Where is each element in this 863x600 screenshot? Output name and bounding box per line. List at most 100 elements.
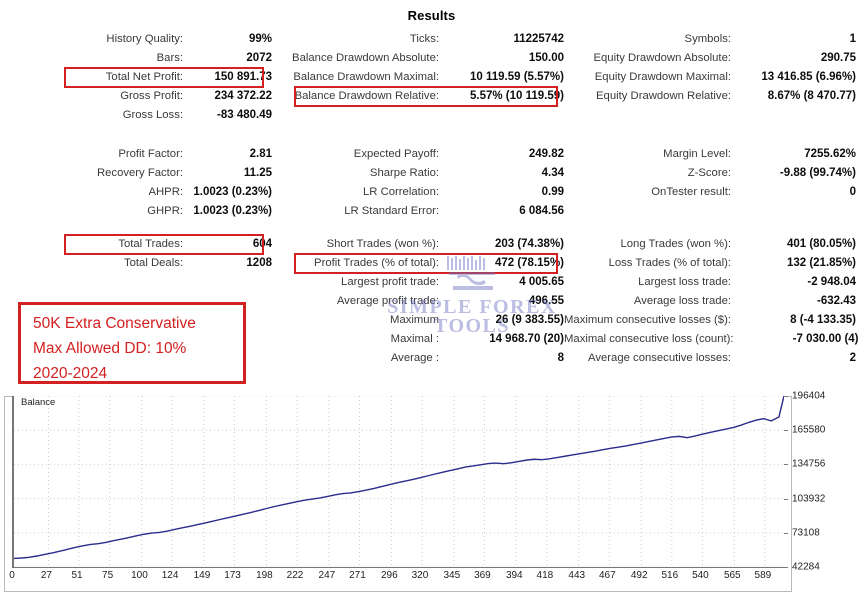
balance-curve <box>14 396 784 567</box>
x-tick-label: 173 <box>224 570 241 581</box>
stat-value: 2.81 <box>249 148 272 160</box>
stat-label: Z-Score: <box>687 167 731 179</box>
stat-row: Ticks: 11225742 <box>272 30 564 49</box>
stat-value: -2 948.04 <box>807 276 856 288</box>
y-tick-label: 73108 <box>792 527 820 539</box>
stat-row: Maximum consecutive losses ($): 8 (-4 133… <box>564 311 856 330</box>
stats-column-2: Ticks: 11225742 Balance Drawdown Absolute:… <box>272 30 564 107</box>
stat-row: Largest profit trade: 4 005.65 <box>272 273 564 292</box>
stat-label: Profit Trades (% of total): <box>314 257 439 269</box>
stats-column-1: Profit Factor: 2.81 Recovery Factor: 11.25 A… <box>0 145 272 221</box>
stat-value: 234 372.22 <box>214 90 272 102</box>
stat-label: Sharpe Ratio: <box>369 167 439 179</box>
stat-row: Gross Loss: -83 480.49 <box>0 106 272 125</box>
y-tick-mark <box>784 498 788 500</box>
x-tick-label: 443 <box>568 570 586 581</box>
stat-row: LR Standard Error: 6 084.56 <box>272 202 564 221</box>
series-line-balance <box>14 396 784 558</box>
x-tick-label: 540 <box>692 570 709 581</box>
stat-value: 249.82 <box>528 148 564 160</box>
stat-value: -83 480.49 <box>217 109 272 121</box>
chart-x-axis: 0 27 51 75 100 124 149 173 198 222 247 271 296 320 345… <box>9 570 784 590</box>
stat-row: AHPR: 1.0023 (0.23%) <box>0 183 272 202</box>
stat-value: 11225742 <box>513 33 564 45</box>
stat-label: LR Standard Error: <box>344 205 439 217</box>
stat-label: Equity Drawdown Relative: <box>596 90 731 102</box>
x-tick-label: 149 <box>193 570 211 581</box>
x-tick-label: 492 <box>630 570 648 581</box>
x-tick-label: 320 <box>411 570 429 581</box>
stat-value: 496.55 <box>528 295 564 307</box>
y-tick-mark <box>784 430 788 432</box>
y-tick-label: 103932 <box>792 493 826 505</box>
stat-row: Symbols: 1 <box>564 30 856 49</box>
x-tick-label: 418 <box>536 570 554 581</box>
x-tick-label: 124 <box>161 570 179 581</box>
stat-value: 11.25 <box>243 167 272 179</box>
stat-row: GHPR: 1.0023 (0.23%) <box>0 202 272 221</box>
stat-value: 2072 <box>246 52 272 64</box>
stat-row: Recovery Factor: 11.25 <box>0 164 272 183</box>
stat-row: LR Correlation: 0.99 <box>272 183 564 202</box>
stat-label: Margin Level: <box>663 148 731 160</box>
x-tick-label: 75 <box>102 570 114 581</box>
x-tick-label: 467 <box>599 570 616 581</box>
stat-label: Profit Factor: <box>118 148 183 160</box>
stat-row: History Quality: 99% <box>0 30 272 49</box>
x-tick-label: 100 <box>131 570 148 581</box>
x-tick-label: 271 <box>349 570 366 581</box>
stat-row: Average profit trade: 496.55 <box>272 292 564 311</box>
stat-label: Equity Drawdown Maximal: <box>594 71 731 83</box>
stat-row: OnTester result: 0 <box>564 183 856 202</box>
stat-label: Total Trades: <box>118 238 183 250</box>
x-tick-label: 0 <box>9 570 15 581</box>
stat-label: Average consecutive losses: <box>588 352 731 364</box>
stat-label: Balance Drawdown Maximal: <box>293 71 439 83</box>
stat-row: Total Trades: 604 <box>0 234 272 255</box>
chart-legend-balance: Balance <box>18 397 59 408</box>
stat-row: Sharpe Ratio: 4.34 <box>272 164 564 183</box>
stat-value: -632.43 <box>816 295 856 307</box>
annotation-line-1: 50K Extra Conservative <box>33 315 196 332</box>
y-tick-label: 165580 <box>792 424 826 436</box>
stat-value: 8 (-4 133.35) <box>790 314 856 326</box>
stat-row: Equity Drawdown Maximal: 13 416.85 (6.96%… <box>564 68 856 87</box>
x-tick-label: 51 <box>71 570 83 581</box>
stats-column-1: Total Trades: 604 Total Deals: 1208 <box>0 234 272 273</box>
stats-column-2: Expected Payoff: 249.82 Sharpe Ratio: 4.34 L… <box>272 145 564 221</box>
stat-row: Total Net Profit: 150 891.73 <box>0 67 272 88</box>
stat-value: 7255.62% <box>804 148 856 160</box>
stat-label: Maximum consecutive losses ($): <box>564 314 731 326</box>
stat-row: Average loss trade: -632.43 <box>564 292 856 311</box>
stat-row: Equity Drawdown Relative: 8.67% (8 470.77… <box>564 87 856 106</box>
stat-value: 6 084.56 <box>519 205 564 217</box>
stat-label: Average profit trade: <box>336 295 439 307</box>
stat-row: Expected Payoff: 249.82 <box>272 145 564 164</box>
stat-value: 1.0023 (0.23%) <box>193 186 272 198</box>
x-tick-label: 565 <box>723 570 741 581</box>
stat-label: Loss Trades (% of total): <box>608 257 731 269</box>
stat-row: Balance Drawdown Absolute: 150.00 <box>272 49 564 68</box>
balance-chart: Balance 196404 165580 134756 103932 73108 422… <box>4 391 860 596</box>
stat-label: Symbols: <box>684 33 731 45</box>
page-title: Results <box>407 8 456 23</box>
y-tick-label: 42284 <box>792 561 820 573</box>
stat-row: Maximal consecutive loss (count): -7 030.… <box>564 330 859 349</box>
stat-label: History Quality: <box>106 33 183 45</box>
stat-label: Expected Payoff: <box>353 148 439 160</box>
stat-value: 472 (78.15%) <box>494 257 564 269</box>
stat-label: Average loss trade: <box>633 295 731 307</box>
stats-block: History Quality: 99% Bars: 2072 Total Net Pr… <box>0 30 863 125</box>
stat-label: Recovery Factor: <box>96 167 183 179</box>
y-tick-mark <box>784 567 788 568</box>
annotation-line-3: 2020-2024 <box>33 365 108 382</box>
stat-value: 5.57% (10 119.59) <box>470 90 564 102</box>
chart-y-axis: 196404 165580 134756 103932 73108 42284 <box>784 391 860 573</box>
stat-value: 14 968.70 (20) <box>489 333 564 345</box>
x-tick-label: 198 <box>256 570 273 581</box>
stat-label: Equity Drawdown Absolute: <box>593 52 731 64</box>
stat-label: Ticks: <box>409 33 439 45</box>
stat-label: Total Deals: <box>123 257 183 269</box>
stat-value: 150.00 <box>528 52 564 64</box>
stat-label: Short Trades (won %): <box>326 238 439 250</box>
